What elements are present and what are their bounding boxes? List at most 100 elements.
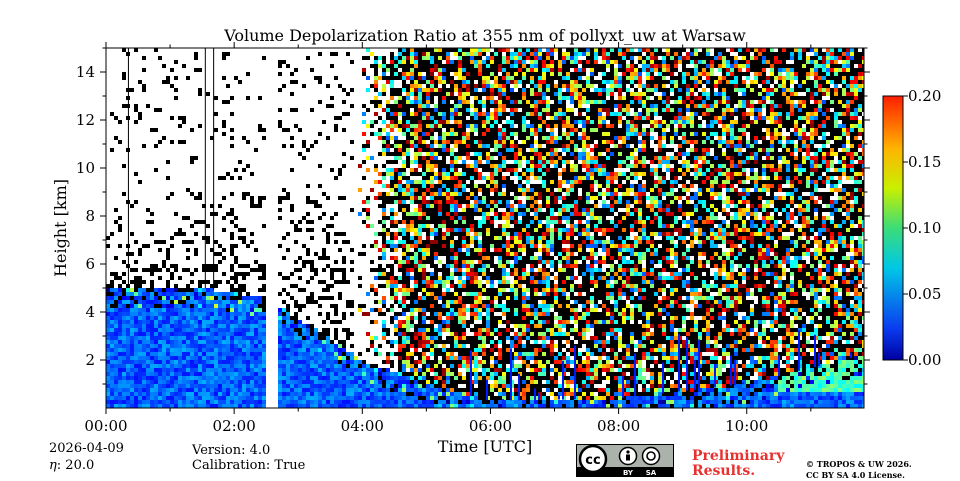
heatmap-cell bbox=[422, 292, 426, 296]
heatmap-cell bbox=[454, 100, 458, 104]
heatmap-cell bbox=[482, 404, 486, 408]
heatmap-cell bbox=[438, 160, 442, 164]
heatmap-cell bbox=[422, 272, 426, 276]
heatmap-cell bbox=[414, 180, 418, 184]
heatmap-cell bbox=[442, 120, 446, 124]
heatmap-cell bbox=[414, 272, 418, 276]
heatmap-cell bbox=[426, 404, 430, 408]
heatmap-cell bbox=[430, 64, 434, 68]
heatmap-cell bbox=[414, 368, 418, 372]
heatmap-cell bbox=[250, 344, 254, 348]
heatmap-cell bbox=[418, 160, 422, 164]
heatmap-cell bbox=[458, 380, 462, 384]
heatmap-cell bbox=[446, 296, 450, 300]
heatmap-cell bbox=[426, 192, 430, 196]
heatmap-cell bbox=[318, 332, 322, 336]
heatmap-cell bbox=[494, 356, 498, 360]
heatmap-cell bbox=[422, 392, 426, 396]
heatmap-cell bbox=[482, 320, 486, 324]
heatmap-cell bbox=[170, 312, 174, 316]
heatmap-cell bbox=[394, 284, 398, 288]
heatmap-cell bbox=[202, 364, 206, 368]
heatmap-cell bbox=[398, 388, 402, 392]
heatmap-cell bbox=[210, 304, 214, 308]
heatmap-cell bbox=[230, 372, 234, 376]
heatmap-cell bbox=[486, 292, 490, 296]
heatmap-cell bbox=[494, 88, 498, 92]
heatmap-cell bbox=[138, 296, 142, 300]
heatmap-cell bbox=[282, 404, 286, 408]
heatmap-cell bbox=[174, 344, 178, 348]
heatmap-cell bbox=[146, 332, 150, 336]
heatmap-cell bbox=[454, 348, 458, 352]
heatmap-cell bbox=[478, 164, 482, 168]
heatmap-cell bbox=[430, 348, 434, 352]
heatmap-cell bbox=[342, 232, 346, 236]
heatmap-cell bbox=[442, 80, 446, 84]
heatmap-cell bbox=[482, 376, 486, 380]
heatmap-cell bbox=[342, 152, 346, 156]
heatmap-cell bbox=[178, 308, 182, 312]
heatmap-cell bbox=[174, 296, 178, 300]
heatmap-cell bbox=[410, 312, 414, 316]
heatmap-cell bbox=[386, 136, 390, 140]
heatmap-cell bbox=[314, 340, 318, 344]
heatmap-cell bbox=[258, 368, 262, 372]
heatmap-cell bbox=[410, 188, 414, 192]
heatmap-cell bbox=[170, 332, 174, 336]
heatmap-cell bbox=[382, 164, 386, 168]
heatmap-cell bbox=[402, 152, 406, 156]
heatmap-cell bbox=[338, 352, 342, 356]
heatmap-cell bbox=[514, 188, 518, 192]
heatmap-cell bbox=[118, 344, 122, 348]
heatmap-cell bbox=[230, 208, 234, 212]
heatmap-cell bbox=[394, 384, 398, 388]
heatmap-cell bbox=[426, 256, 430, 260]
heatmap-cell bbox=[278, 372, 282, 376]
heatmap-cell bbox=[410, 68, 414, 72]
heatmap-cell bbox=[290, 108, 294, 112]
heatmap-cell bbox=[318, 380, 322, 384]
heatmap-cell bbox=[494, 328, 498, 332]
heatmap-cell bbox=[502, 216, 506, 220]
heatmap-cell bbox=[438, 168, 442, 172]
heatmap-cell bbox=[390, 72, 394, 76]
heatmap-cell bbox=[182, 288, 186, 292]
heatmap-cell bbox=[470, 296, 474, 300]
heatmap-cell bbox=[362, 312, 366, 316]
heatmap-cell bbox=[338, 296, 342, 300]
heatmap-cell bbox=[482, 116, 486, 120]
heatmap-cell bbox=[506, 392, 510, 396]
heatmap-cell bbox=[118, 348, 122, 352]
heatmap-cell bbox=[154, 368, 158, 372]
heatmap-cell bbox=[138, 80, 142, 84]
heatmap-cell bbox=[434, 332, 438, 336]
heatmap-cell bbox=[346, 404, 350, 408]
heatmap-cell bbox=[130, 320, 134, 324]
heatmap-cell bbox=[350, 372, 354, 376]
heatmap-cell bbox=[390, 280, 394, 284]
heatmap-cell bbox=[478, 284, 482, 288]
heatmap-cell bbox=[106, 364, 110, 368]
heatmap-cell bbox=[290, 136, 294, 140]
heatmap-cell bbox=[454, 112, 458, 116]
heatmap-cell bbox=[470, 320, 474, 324]
heatmap-cell bbox=[462, 356, 466, 360]
heatmap-cell bbox=[242, 352, 246, 356]
heatmap-cell bbox=[286, 352, 290, 356]
heatmap-cell bbox=[494, 76, 498, 80]
heatmap-cell bbox=[458, 48, 462, 52]
heatmap-cell bbox=[506, 188, 510, 192]
heatmap-cell bbox=[458, 256, 462, 260]
heatmap-cell bbox=[482, 244, 486, 248]
heatmap-cell bbox=[478, 292, 482, 296]
heatmap-cell bbox=[374, 320, 378, 324]
heatmap-cell bbox=[250, 324, 254, 328]
heatmap-cell bbox=[430, 336, 434, 340]
heatmap-cell bbox=[474, 168, 478, 172]
heatmap-cell bbox=[502, 288, 506, 292]
heatmap-cell bbox=[390, 136, 394, 140]
heatmap-cell bbox=[226, 348, 230, 352]
heatmap-cell bbox=[458, 156, 462, 160]
heatmap-cell bbox=[174, 96, 178, 100]
